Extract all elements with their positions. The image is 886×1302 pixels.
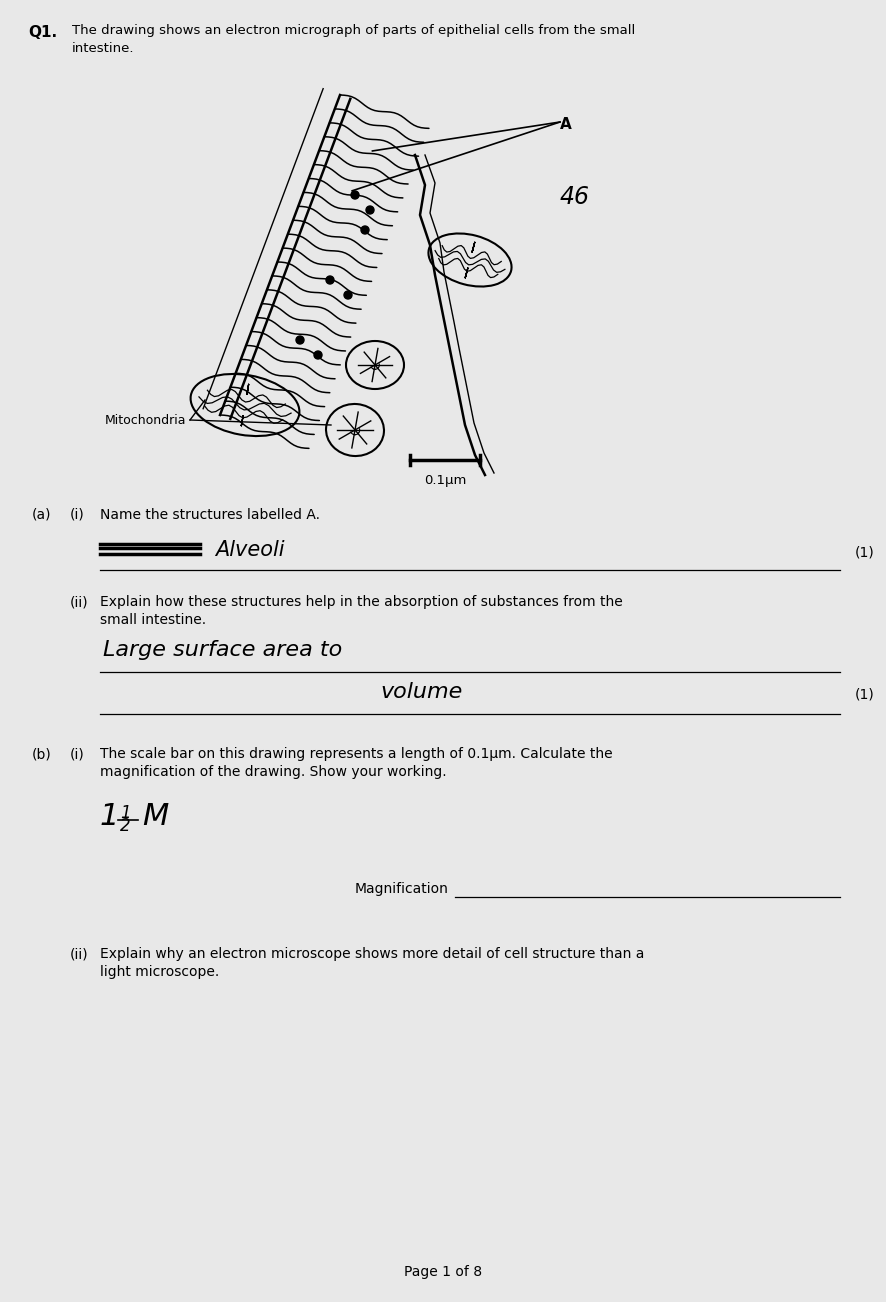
Text: M: M [142, 802, 168, 831]
Text: (1): (1) [855, 687, 874, 700]
Circle shape [361, 227, 369, 234]
Text: (b): (b) [32, 747, 51, 760]
Text: Q1.: Q1. [28, 25, 57, 40]
Text: small intestine.: small intestine. [100, 613, 206, 628]
Text: (ii): (ii) [70, 947, 89, 961]
Text: (ii): (ii) [70, 595, 89, 609]
Text: The drawing shows an electron micrograph of parts of epithelial cells from the s: The drawing shows an electron micrograph… [72, 23, 635, 55]
Text: 46: 46 [560, 185, 590, 210]
Circle shape [344, 292, 352, 299]
Text: light microscope.: light microscope. [100, 965, 219, 979]
Circle shape [351, 191, 359, 199]
Circle shape [296, 336, 304, 344]
Circle shape [314, 352, 322, 359]
Text: Explain how these structures help in the absorption of substances from the: Explain how these structures help in the… [100, 595, 623, 609]
Text: Magnification: Magnification [355, 881, 449, 896]
Circle shape [366, 206, 374, 214]
Text: Explain why an electron microscope shows more detail of cell structure than a: Explain why an electron microscope shows… [100, 947, 644, 961]
Text: 1: 1 [120, 805, 130, 822]
Text: (a): (a) [32, 508, 51, 522]
Text: 2: 2 [120, 816, 130, 835]
Circle shape [326, 276, 334, 284]
Text: 1: 1 [100, 802, 120, 831]
Text: Page 1 of 8: Page 1 of 8 [404, 1266, 482, 1279]
Text: A: A [560, 117, 571, 132]
Text: Large surface area to: Large surface area to [103, 641, 342, 660]
Text: volume: volume [380, 682, 462, 702]
Text: (1): (1) [855, 546, 874, 559]
Text: Mitochondria: Mitochondria [105, 414, 186, 427]
Text: (i): (i) [70, 508, 85, 522]
Text: Alveoli: Alveoli [215, 540, 284, 560]
Text: magnification of the drawing. Show your working.: magnification of the drawing. Show your … [100, 766, 447, 779]
Text: 0.1μm: 0.1μm [424, 474, 466, 487]
Text: (i): (i) [70, 747, 85, 760]
Text: Name the structures labelled A.: Name the structures labelled A. [100, 508, 320, 522]
Text: The scale bar on this drawing represents a length of 0.1μm. Calculate the: The scale bar on this drawing represents… [100, 747, 612, 760]
